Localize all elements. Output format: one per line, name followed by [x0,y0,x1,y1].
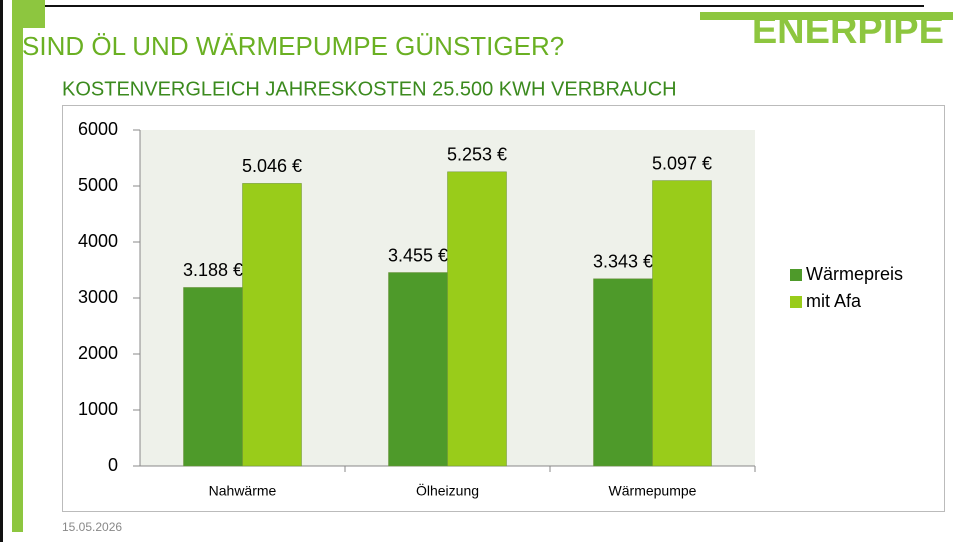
bar [652,180,712,467]
corner-block [12,0,45,28]
y-tick-label: 5000 [78,175,118,195]
side-stripe [12,28,23,532]
left-frame [0,0,3,542]
value-label: 3.188 € [183,260,243,280]
bar [242,183,302,467]
date: 15.05.2026 [62,520,122,534]
logo: ENERPIPE [752,10,944,52]
value-label: 3.455 € [388,245,448,265]
bar [593,278,653,467]
bar [183,287,243,467]
x-tick-label: Wärmepumpe [609,483,697,499]
bar [447,171,507,467]
y-tick-label: 1000 [78,399,118,419]
value-label: 5.253 € [447,145,507,165]
logo-bar [700,12,953,20]
x-tick-label: Nahwärme [209,483,277,499]
value-label: 5.046 € [242,156,302,176]
y-tick-label: 6000 [78,119,118,139]
y-tick-label: 0 [108,455,118,475]
bar [388,272,448,467]
legend-swatch [790,296,802,308]
slide-title: SIND ÖL UND WÄRMEPUMPE GÜNSTIGER? [22,31,564,61]
top-frame [44,5,924,7]
value-label: 5.097 € [652,153,712,173]
slide-subtitle: KOSTENVERGLEICH JAHRESKOSTEN 25.500 KWH … [62,78,677,100]
y-tick-label: 3000 [78,287,118,307]
y-tick-label: 4000 [78,231,118,251]
legend-swatch [790,269,802,281]
legend-label: Wärmepreis [806,264,903,284]
legend-label: mit Afa [806,291,862,311]
value-label: 3.343 € [593,252,653,272]
y-tick-label: 2000 [78,343,118,363]
x-tick-label: Ölheizung [416,482,479,499]
